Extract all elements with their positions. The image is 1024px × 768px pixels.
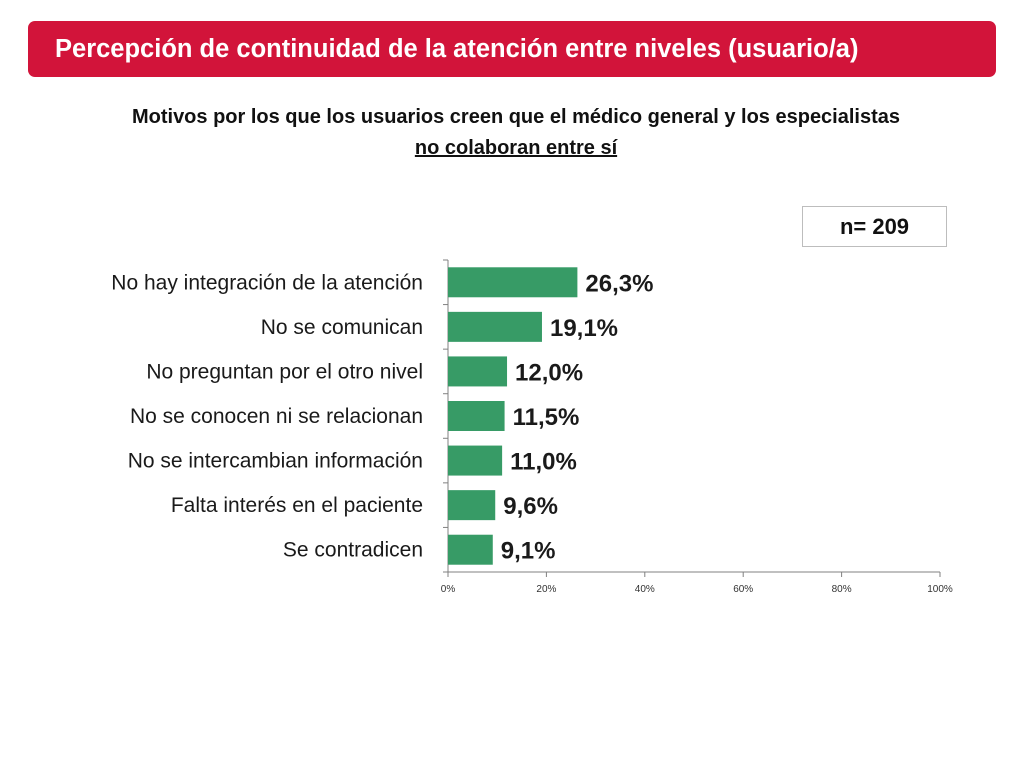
- bar: [448, 356, 508, 387]
- data-label: 26,3%: [585, 270, 653, 297]
- bar: [448, 534, 493, 565]
- category-label: No preguntan por el otro nivel: [146, 360, 423, 383]
- sample-size-box: n= 209: [802, 206, 947, 247]
- sample-size-label: n= 209: [839, 213, 910, 239]
- category-label: Falta interés en el paciente: [171, 494, 423, 517]
- category-label: Se contradicen: [283, 539, 423, 562]
- page-title: Percepción de continuidad de la atención…: [55, 34, 859, 63]
- data-label: 9,1%: [501, 538, 556, 565]
- x-tick-label: 40%: [635, 584, 655, 595]
- category-label: No se conocen ni se relacionan: [130, 405, 423, 428]
- bar: [448, 490, 496, 521]
- bar: [448, 267, 578, 298]
- data-label: 11,5%: [513, 404, 580, 431]
- subtitle-line-2: no colaboran entre sí: [414, 137, 618, 159]
- bar: [448, 401, 505, 431]
- header-banner: Percepción de continuidad de la atención…: [28, 21, 996, 77]
- x-tick-label: 20%: [536, 584, 556, 595]
- data-label: 9,6%: [503, 493, 558, 520]
- x-tick-label: 80%: [832, 584, 852, 595]
- data-label: 12,0%: [515, 359, 583, 386]
- bar: [448, 311, 542, 342]
- category-label: No se comunican: [261, 316, 423, 339]
- chart-subtitle: Motivos por los que los usuarios creen q…: [0, 102, 1024, 164]
- category-label: No se intercambian información: [128, 450, 423, 473]
- data-label: 11,0%: [510, 449, 577, 476]
- x-tick-label: 0%: [441, 584, 456, 595]
- x-tick-label: 100%: [927, 584, 953, 595]
- bar: [448, 445, 503, 476]
- data-label: 19,1%: [550, 315, 618, 342]
- subtitle-line-1: Motivos por los que los usuarios creen q…: [131, 106, 901, 128]
- x-tick-label: 60%: [733, 584, 753, 595]
- category-label: No hay integración de la atención: [111, 271, 423, 294]
